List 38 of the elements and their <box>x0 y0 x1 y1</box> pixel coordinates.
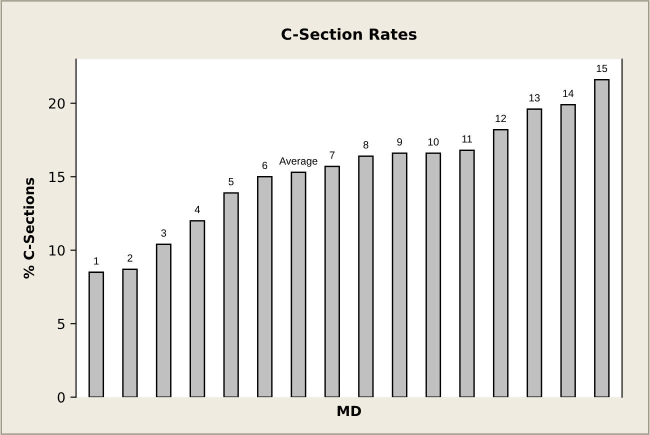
bar <box>290 172 306 398</box>
bar <box>492 129 508 398</box>
x-tick-label: 2 <box>128 254 132 262</box>
x-tick-label: 9 <box>397 138 402 146</box>
x-tick-label: 14 <box>563 90 574 97</box>
x-tick-label: 3 <box>161 229 166 237</box>
x-tick-label: 13 <box>529 94 540 102</box>
bar <box>156 244 172 398</box>
bar <box>122 268 138 398</box>
x-tick-label: 8 <box>363 141 368 149</box>
x-tick-label: 10 <box>428 138 439 146</box>
y-tick-label: 10 <box>49 245 65 256</box>
y-axis-title: % C-Sections <box>23 178 34 279</box>
bar <box>426 152 442 398</box>
chart-title: C-Section Rates <box>282 28 417 40</box>
bar <box>459 150 475 398</box>
y-tick-label: 15 <box>49 172 64 182</box>
bar <box>358 155 374 398</box>
bar <box>392 152 408 398</box>
y-tick-label: 0 <box>58 392 65 403</box>
bar <box>560 104 576 398</box>
x-tick-label: 1 <box>94 257 99 265</box>
y-tick-label: 20 <box>48 98 65 109</box>
bar <box>257 176 273 398</box>
x-tick-label: 7 <box>330 152 335 159</box>
x-tick-label: 4 <box>194 206 200 214</box>
bar <box>324 166 340 398</box>
x-tick-label: Average <box>279 157 318 167</box>
x-axis-title: MD <box>338 406 361 416</box>
x-tick-label: 11 <box>462 135 472 143</box>
bar <box>88 272 104 398</box>
bar <box>594 79 610 398</box>
bar <box>526 108 542 398</box>
x-tick-label: 6 <box>262 162 268 170</box>
bar <box>223 192 239 398</box>
x-tick-label: 12 <box>496 114 506 122</box>
bar <box>190 220 206 398</box>
y-tick-label: 5 <box>58 318 64 330</box>
